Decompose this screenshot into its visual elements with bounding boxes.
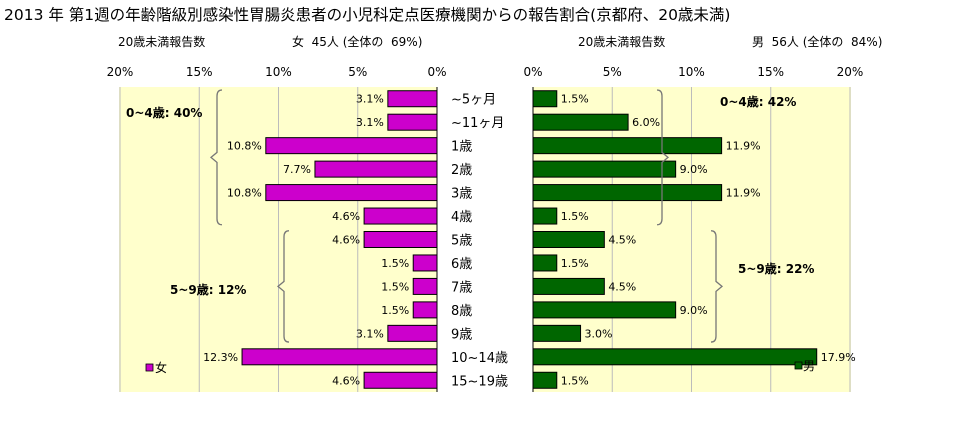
chart-title: 2013 年 第1週の年齢階級別感染性胃腸炎患者の小児科定点医療機関からの報告割… bbox=[4, 6, 730, 24]
legend-label-female: 女 bbox=[155, 360, 167, 375]
right-value-label: 6.0% bbox=[632, 116, 660, 129]
left-value-label: 1.5% bbox=[381, 304, 409, 317]
left-bar bbox=[265, 137, 438, 155]
left-value-label: 10.8% bbox=[227, 140, 262, 153]
left-bar bbox=[363, 371, 438, 389]
right-value-label: 3.0% bbox=[585, 327, 613, 340]
left-header-label: 20歳未満報告数 bbox=[118, 34, 205, 49]
category-label: 4歳 bbox=[451, 210, 472, 225]
category-label: 15~19歳 bbox=[451, 374, 508, 389]
right-header-summary: 男 56人 (全体の 84%) bbox=[752, 34, 882, 49]
category-label: 9歳 bbox=[451, 327, 472, 342]
right-value-label: 17.9% bbox=[821, 351, 856, 364]
left-value-label: 10.8% bbox=[227, 187, 262, 200]
right-group-label-5to9: 5~9歳: 22% bbox=[738, 261, 814, 276]
right-bar bbox=[532, 371, 558, 389]
category-label: 2歳 bbox=[451, 163, 472, 178]
left-bar bbox=[412, 277, 438, 295]
category-label: ~11ヶ月 bbox=[451, 116, 504, 131]
right-bracket-5to9 bbox=[710, 230, 724, 343]
left-bar bbox=[387, 324, 438, 342]
left-tick-label: 10% bbox=[265, 65, 292, 79]
legend-swatch-male bbox=[794, 361, 803, 370]
right-value-label: 4.5% bbox=[608, 234, 636, 247]
right-bar bbox=[532, 348, 818, 366]
chart-plot-layer: 0% 5% 10% 15% 20% 0% 5% 10% 15% 20% ~5ヶ月 ~11ヶ月 1歳 2歳 3… bbox=[107, 65, 864, 392]
left-value-label: 12.3% bbox=[203, 351, 238, 364]
right-value-label: 1.5% bbox=[561, 210, 589, 223]
right-value-label: 1.5% bbox=[561, 374, 589, 387]
right-value-label: 9.0% bbox=[680, 304, 708, 317]
left-bracket-0to4 bbox=[209, 89, 223, 226]
category-label: 8歳 bbox=[451, 304, 472, 319]
left-group-label-0to4: 0~4歳: 40% bbox=[126, 105, 202, 120]
right-value-label: 9.0% bbox=[680, 163, 708, 176]
left-header-summary: 女 45人 (全体の 69%) bbox=[292, 34, 422, 49]
left-bracket-5to9 bbox=[276, 230, 290, 343]
right-bar bbox=[532, 184, 723, 202]
left-value-label: 4.6% bbox=[332, 234, 360, 247]
left-bar bbox=[265, 184, 438, 202]
right-bar bbox=[532, 301, 677, 319]
right-bar bbox=[532, 324, 582, 342]
category-label: 1歳 bbox=[451, 140, 472, 155]
right-value-label: 11.9% bbox=[726, 187, 761, 200]
left-group-label-5to9: 5~9歳: 12% bbox=[170, 282, 246, 297]
right-bracket-0to4 bbox=[656, 89, 670, 226]
left-tick-label: 5% bbox=[348, 65, 367, 79]
left-bar bbox=[363, 231, 438, 248]
right-bar bbox=[532, 207, 558, 225]
right-group-label-0to4: 0~4歳: 42% bbox=[720, 94, 796, 109]
right-bar bbox=[532, 231, 605, 248]
category-label: 6歳 bbox=[451, 257, 472, 272]
right-tick-label: 15% bbox=[757, 65, 784, 79]
left-value-label: 7.7% bbox=[283, 163, 311, 176]
left-value-label: 4.6% bbox=[332, 374, 360, 387]
right-bar bbox=[532, 160, 677, 178]
right-value-label: 1.5% bbox=[561, 93, 589, 106]
left-bar bbox=[363, 207, 438, 225]
right-tick-label: 10% bbox=[678, 65, 705, 79]
left-value-label: 4.6% bbox=[332, 210, 360, 223]
right-tick-label: 20% bbox=[837, 65, 864, 79]
left-value-label: 3.1% bbox=[356, 93, 384, 106]
left-value-label: 3.1% bbox=[356, 327, 384, 340]
category-label: ~5ヶ月 bbox=[451, 93, 496, 108]
left-value-label: 1.5% bbox=[381, 280, 409, 293]
left-tick-label: 0% bbox=[427, 65, 446, 79]
category-label: 10~14歳 bbox=[451, 351, 508, 366]
left-bar bbox=[314, 160, 438, 178]
right-header-label: 20歳未満報告数 bbox=[578, 34, 665, 49]
right-bar bbox=[532, 254, 558, 272]
right-bar bbox=[532, 113, 629, 131]
left-bar bbox=[241, 348, 438, 366]
right-bar bbox=[532, 90, 558, 108]
left-tick-label: 20% bbox=[107, 65, 134, 79]
left-bar bbox=[412, 254, 438, 272]
right-value-label: 4.5% bbox=[608, 280, 636, 293]
left-tick-label: 15% bbox=[186, 65, 213, 79]
right-value-label: 1.5% bbox=[561, 257, 589, 270]
category-label: 5歳 bbox=[451, 234, 472, 249]
right-tick-label: 0% bbox=[523, 65, 542, 79]
legend-label-male: 男 bbox=[803, 359, 815, 373]
legend-swatch-female bbox=[145, 363, 154, 372]
left-value-label: 3.1% bbox=[356, 116, 384, 129]
category-label: 7歳 bbox=[451, 280, 472, 295]
right-bar bbox=[532, 277, 605, 295]
right-value-label: 11.9% bbox=[726, 140, 761, 153]
left-value-label: 1.5% bbox=[381, 257, 409, 270]
left-bar bbox=[412, 301, 438, 319]
category-label: 3歳 bbox=[451, 187, 472, 202]
right-bar bbox=[532, 137, 723, 155]
left-bar bbox=[387, 113, 438, 131]
left-bar bbox=[387, 90, 438, 108]
right-tick-label: 5% bbox=[603, 65, 622, 79]
